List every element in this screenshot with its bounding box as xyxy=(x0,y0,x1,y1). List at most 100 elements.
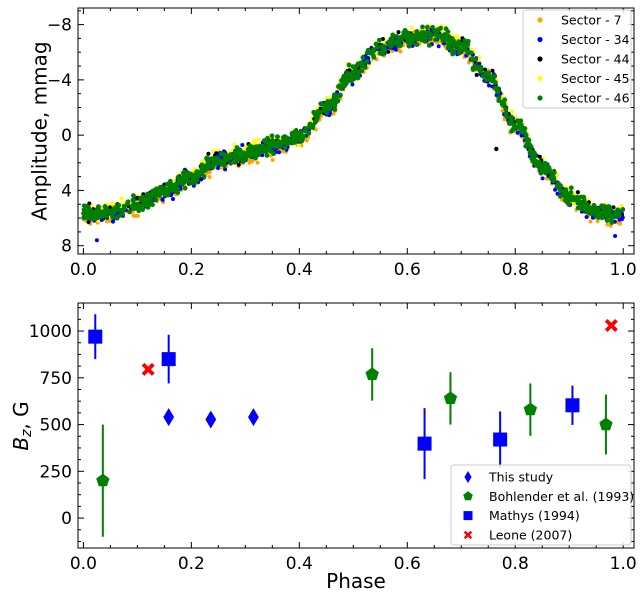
sector-point xyxy=(599,215,605,221)
sector-point xyxy=(87,201,92,206)
sector-point xyxy=(206,162,212,168)
sector-point xyxy=(131,193,136,199)
sector-point xyxy=(537,154,542,159)
sector-point xyxy=(360,55,366,60)
sector-point xyxy=(277,150,281,155)
sector-point xyxy=(380,37,385,41)
sector-point xyxy=(81,203,87,209)
sector-point xyxy=(364,59,370,65)
sector-point xyxy=(410,43,415,48)
sector-point xyxy=(514,118,520,124)
sector-point xyxy=(160,197,165,202)
sector-point xyxy=(271,151,277,157)
sector-point xyxy=(104,206,110,212)
sector-point xyxy=(246,148,252,154)
top-y-tick-label: 0 xyxy=(61,126,72,146)
sector-point xyxy=(425,24,430,30)
sector-point xyxy=(135,213,140,218)
sector-point xyxy=(541,166,546,171)
sector-point xyxy=(503,106,509,112)
top-scatter-points xyxy=(81,23,625,243)
sector-point xyxy=(559,188,564,194)
sector-point xyxy=(264,139,270,145)
sector-point xyxy=(603,211,609,216)
sector-point xyxy=(182,185,188,191)
sector-point xyxy=(232,159,238,165)
sector-point xyxy=(568,185,574,191)
sector-point xyxy=(135,201,141,207)
sector-point xyxy=(481,73,486,79)
square-data-point xyxy=(565,398,580,413)
sector-point xyxy=(585,208,590,214)
sector-point xyxy=(566,201,571,207)
sector-point xyxy=(275,134,280,140)
sector-point xyxy=(351,69,356,75)
sector-point xyxy=(390,40,395,46)
sector-point xyxy=(356,69,362,75)
sector-point xyxy=(546,165,552,171)
sector-point xyxy=(181,179,187,185)
sector-point xyxy=(314,112,319,117)
sector-point xyxy=(472,63,478,69)
top-x-tick-label: 1.0 xyxy=(610,260,637,280)
sector-point xyxy=(436,44,441,49)
sector-point xyxy=(572,201,577,206)
diamond-data-point xyxy=(205,410,217,429)
sector-point xyxy=(303,128,308,134)
sector-point xyxy=(293,128,298,134)
sector-point xyxy=(119,196,124,201)
sector-point xyxy=(536,164,542,170)
sector-point xyxy=(571,196,577,202)
pentagon-data-point xyxy=(443,391,458,404)
sector-point xyxy=(228,160,234,166)
sector-point xyxy=(595,219,600,224)
sector-point xyxy=(265,146,271,152)
bottom-y-tick-label: 250 xyxy=(40,462,72,482)
sector-point xyxy=(342,83,347,89)
sector-point xyxy=(157,188,163,193)
sector-point xyxy=(337,83,342,88)
top-legend: Sector - 7 Sector - 34 Sector - 44 Sector -… xyxy=(522,9,632,109)
sector-point xyxy=(175,174,181,180)
sector-point xyxy=(421,36,426,42)
sector-point xyxy=(591,203,597,208)
sector-point xyxy=(355,73,361,79)
sector-point xyxy=(240,159,246,165)
sector-point xyxy=(264,153,270,158)
sector-point xyxy=(253,155,258,161)
top-x-tick-label: 0.0 xyxy=(70,260,97,280)
bottom-y-tick-label: 0 xyxy=(61,509,72,529)
sector-point xyxy=(495,89,500,94)
legend-label-reference: Mathys (1994) xyxy=(489,508,580,523)
sector-point xyxy=(125,199,131,205)
sector-point xyxy=(619,217,624,222)
sector-point xyxy=(188,180,193,186)
sector-point xyxy=(270,158,275,162)
sector-point xyxy=(406,43,412,49)
sector-point xyxy=(508,121,513,126)
sector-point xyxy=(350,64,356,70)
square-data-point xyxy=(88,329,103,344)
sector-point xyxy=(171,197,175,201)
sector-point xyxy=(167,185,173,190)
sector-point xyxy=(433,37,438,42)
sector-point xyxy=(428,32,434,38)
sector-point xyxy=(531,153,537,158)
sector-point xyxy=(563,187,569,193)
bottom-y-axis-label: Bz, G xyxy=(9,401,36,450)
sector-point xyxy=(426,43,432,48)
sector-point xyxy=(398,37,404,43)
sector-point xyxy=(144,203,149,209)
sector-point xyxy=(382,48,388,53)
sector-point xyxy=(238,152,244,158)
sector-point xyxy=(215,156,221,162)
sector-point xyxy=(350,82,355,87)
sector-point xyxy=(509,117,514,123)
sector-point xyxy=(524,136,529,142)
sector-point xyxy=(243,144,248,149)
sector-point xyxy=(576,199,582,205)
sector-point xyxy=(219,161,225,167)
legend-marker-sector xyxy=(537,75,543,82)
square-data-point xyxy=(161,352,176,367)
